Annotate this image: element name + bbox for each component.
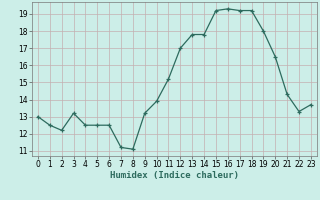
X-axis label: Humidex (Indice chaleur): Humidex (Indice chaleur) (110, 171, 239, 180)
